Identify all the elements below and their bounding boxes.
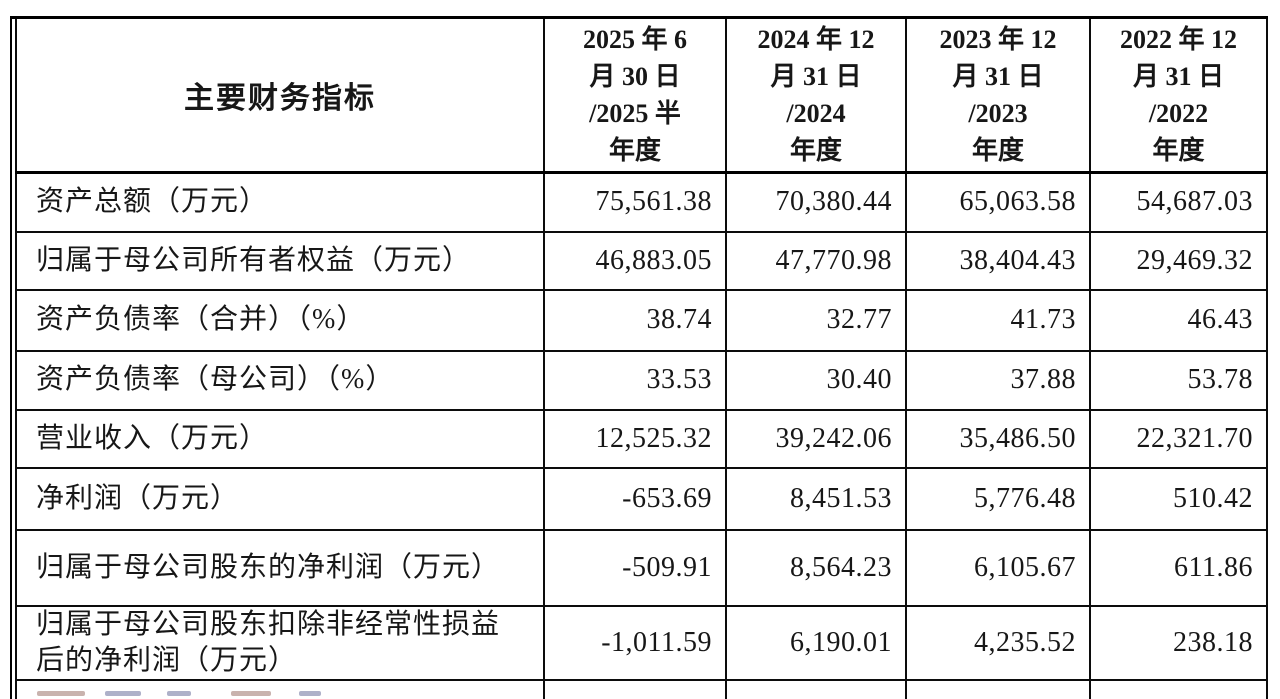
value-cell: 35,486.50: [905, 408, 1091, 469]
value-cell: 6,105.67: [905, 528, 1091, 607]
value-cell: 12,525.32: [543, 408, 727, 469]
table-row-debt-ratio-parent: 资产负债率（母公司）（%） 33.53 30.40 37.88 53.78: [15, 349, 1268, 411]
value-cell: 65,063.58: [905, 171, 1091, 233]
header-line: 月 30 日: [589, 62, 681, 91]
value-cell: 75,561.38: [543, 171, 727, 233]
table-row-clipped-at-page-bottom: [15, 678, 1268, 699]
header-line: 年度: [971, 136, 1024, 165]
value-cell: 22,321.70: [1089, 408, 1268, 469]
financial-indicators-table-frame: 主要财务指标 2025 年 6 月 30 日 /2025 半 年度 2024 年…: [10, 16, 1268, 699]
clipped-text-fragment: [37, 690, 85, 696]
value-cell: 32.77: [725, 288, 907, 352]
value-cell: 238.18: [1089, 604, 1268, 681]
header-line: /2024: [786, 99, 846, 128]
value-cell: 33.53: [543, 349, 727, 411]
value-cell-clipped: [1089, 678, 1268, 699]
header-line: 月 31 日: [1132, 62, 1224, 91]
clipped-text-fragment: [231, 690, 271, 696]
value-cell-clipped: [905, 678, 1091, 699]
value-cell: 30.40: [725, 349, 907, 411]
value-cell: 611.86: [1089, 528, 1268, 607]
header-line: 年度: [1152, 136, 1205, 165]
value-cell: 38.74: [543, 288, 727, 352]
value-cell: 29,469.32: [1089, 230, 1268, 291]
row-label-cell: 资产负债率（母公司）（%）: [15, 349, 545, 411]
table-row-parent-equity: 归属于母公司所有者权益（万元） 46,883.05 47,770.98 38,4…: [15, 230, 1268, 291]
clipped-text-fragment: [105, 690, 141, 696]
value-cell: 41.73: [905, 288, 1091, 352]
column-header-period-2023: 2023 年 12 月 31 日 /2023 年度: [905, 19, 1091, 174]
value-cell: -1,011.59: [543, 604, 727, 681]
financial-indicators-table: 主要财务指标 2025 年 6 月 30 日 /2025 半 年度 2024 年…: [15, 19, 1268, 699]
header-line: /2025 半: [589, 99, 681, 128]
column-header-period-2025-h1: 2025 年 6 月 30 日 /2025 半 年度: [543, 19, 727, 174]
header-line: 年度: [789, 136, 842, 165]
row-label-cell: 资产负债率（合并）（%）: [15, 288, 545, 352]
column-header-indicator: 主要财务指标: [15, 19, 545, 174]
value-cell: 46.43: [1089, 288, 1268, 352]
header-line: 月 31 日: [770, 62, 862, 91]
header-line: 2025 年 6: [582, 25, 687, 54]
value-cell: 70,380.44: [725, 171, 907, 233]
value-cell: 6,190.01: [725, 604, 907, 681]
table-header-row: 主要财务指标 2025 年 6 月 30 日 /2025 半 年度 2024 年…: [15, 19, 1268, 174]
clipped-text-fragments: [18, 682, 542, 699]
value-cell: 5,776.48: [905, 466, 1091, 531]
table-row-net-profit-excl-nonrecurring: 归属于母公司股东扣除非经常性损益后的净利润（万元） -1,011.59 6,19…: [15, 604, 1268, 681]
table-row-total-assets: 资产总额（万元） 75,561.38 70,380.44 65,063.58 5…: [15, 171, 1268, 233]
value-cell-clipped: [543, 678, 727, 699]
row-label-cell: 归属于母公司所有者权益（万元）: [15, 230, 545, 291]
table-row-net-profit: 净利润（万元） -653.69 8,451.53 5,776.48 510.42: [15, 466, 1268, 531]
table-row-net-profit-to-parent: 归属于母公司股东的净利润（万元） -509.91 8,564.23 6,105.…: [15, 528, 1268, 607]
value-cell: 38,404.43: [905, 230, 1091, 291]
value-cell: -653.69: [543, 466, 727, 531]
row-label-cell-clipped: [15, 678, 545, 699]
header-line: 2022 年 12: [1119, 25, 1237, 54]
table-row-operating-revenue: 营业收入（万元） 12,525.32 39,242.06 35,486.50 2…: [15, 408, 1268, 469]
value-cell: 53.78: [1089, 349, 1268, 411]
table-row-debt-ratio-consolidated: 资产负债率（合并）（%） 38.74 32.77 41.73 46.43: [15, 288, 1268, 352]
row-label-cell: 归属于母公司股东的净利润（万元）: [15, 528, 545, 607]
header-line: 年度: [608, 136, 661, 165]
value-cell: 8,564.23: [725, 528, 907, 607]
clipped-text-fragment: [299, 690, 321, 696]
column-header-period-2024: 2024 年 12 月 31 日 /2024 年度: [725, 19, 907, 174]
value-cell: 54,687.03: [1089, 171, 1268, 233]
row-label-cell: 营业收入（万元）: [15, 408, 545, 469]
header-line: /2023: [968, 99, 1028, 128]
value-cell: 47,770.98: [725, 230, 907, 291]
value-cell: 39,242.06: [725, 408, 907, 469]
value-cell: -509.91: [543, 528, 727, 607]
header-line: 2023 年 12: [939, 25, 1057, 54]
value-cell: 4,235.52: [905, 604, 1091, 681]
value-cell: 46,883.05: [543, 230, 727, 291]
column-header-period-2022: 2022 年 12 月 31 日 /2022 年度: [1089, 19, 1268, 174]
row-label-cell: 归属于母公司股东扣除非经常性损益后的净利润（万元）: [15, 604, 545, 681]
header-line: 月 31 日: [952, 62, 1044, 91]
value-cell: 8,451.53: [725, 466, 907, 531]
value-cell-clipped: [725, 678, 907, 699]
value-cell: 37.88: [905, 349, 1091, 411]
header-line: 2024 年 12: [757, 25, 875, 54]
row-label-cell: 净利润（万元）: [15, 466, 545, 531]
clipped-text-fragment: [167, 690, 191, 696]
row-label-cell: 资产总额（万元）: [15, 171, 545, 233]
header-line: /2022: [1148, 99, 1209, 128]
value-cell: 510.42: [1089, 466, 1268, 531]
